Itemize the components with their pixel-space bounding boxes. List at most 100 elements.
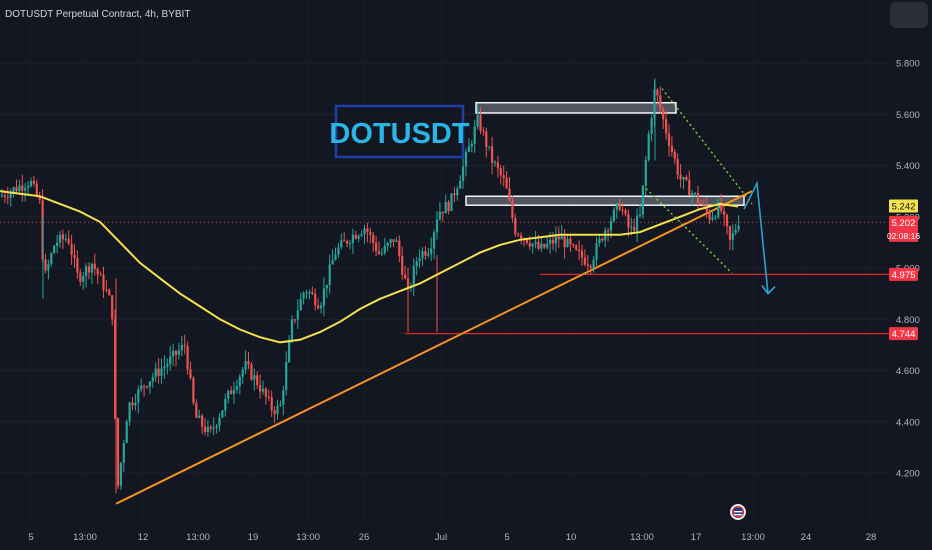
price-tick-label: 4.200 xyxy=(896,469,920,480)
candle-body xyxy=(93,263,96,269)
candle-body xyxy=(624,210,627,215)
candle-body xyxy=(230,390,233,395)
candle-body xyxy=(305,292,308,294)
time-tick-label: 19 xyxy=(248,532,259,543)
candle-body xyxy=(682,176,685,180)
candle-body xyxy=(688,179,691,196)
candle-body xyxy=(50,253,53,265)
candle-body xyxy=(441,211,444,214)
candle-body xyxy=(421,251,424,259)
candle-body xyxy=(224,398,227,411)
candle-body xyxy=(685,176,688,180)
candle-body xyxy=(392,239,395,242)
candle-body xyxy=(145,386,149,388)
candle-body xyxy=(618,203,621,210)
candle-body xyxy=(264,388,267,397)
candle-body xyxy=(9,191,12,198)
candle-body xyxy=(659,95,662,109)
candle-body xyxy=(296,310,299,320)
candle-body xyxy=(35,183,38,196)
price-tick-label: 4.400 xyxy=(896,417,920,428)
candle-body xyxy=(195,402,198,418)
candle-body xyxy=(488,146,491,148)
candle-body xyxy=(354,234,357,239)
candle-body xyxy=(676,158,679,175)
candle-body xyxy=(673,151,676,159)
candle-body xyxy=(360,234,363,236)
candle-body xyxy=(444,201,447,214)
candle-body xyxy=(601,238,604,241)
candle-body xyxy=(76,257,79,273)
candle-body xyxy=(218,417,221,426)
candle-body xyxy=(270,397,273,411)
candle-body xyxy=(534,241,537,244)
candle-body xyxy=(125,421,128,444)
candle-body xyxy=(531,243,534,247)
candle-body xyxy=(551,239,555,244)
candle-body xyxy=(499,168,502,176)
candle-body xyxy=(731,232,734,240)
candle-body xyxy=(470,143,473,147)
candle-body xyxy=(621,209,624,211)
candle-body xyxy=(322,288,325,306)
candle-body xyxy=(87,266,91,273)
candle-body xyxy=(348,242,352,244)
candle-body xyxy=(0,195,4,197)
candle-body xyxy=(29,180,33,186)
time-axis[interactable]: 5 13:00 12 13:00 19 13:00 26 Jul 5 10 13:00 17 13:00… xyxy=(28,532,876,543)
candle-body xyxy=(299,298,302,311)
candle-body xyxy=(517,234,520,236)
toolbar-button[interactable] xyxy=(890,2,928,28)
candle-body xyxy=(511,200,514,218)
candle-body xyxy=(160,368,163,376)
candle-body xyxy=(638,214,642,216)
candle-body xyxy=(569,238,572,245)
candle-body xyxy=(508,188,511,201)
candle-body xyxy=(238,376,241,387)
candle-body xyxy=(111,295,114,320)
time-tick-label: 12 xyxy=(138,532,149,543)
candle-body xyxy=(380,252,383,254)
candle-body xyxy=(56,242,59,246)
candle-body xyxy=(537,241,540,249)
candle-body xyxy=(285,361,288,391)
candle-body xyxy=(612,209,615,222)
candle-body xyxy=(691,193,694,196)
candle-body xyxy=(267,396,270,398)
candle-body xyxy=(514,217,517,235)
time-tick-label: 13:00 xyxy=(630,532,654,543)
time-tick-label: 13:00 xyxy=(741,532,765,543)
candle-body xyxy=(525,238,528,244)
candle-body xyxy=(670,145,673,152)
candle-body xyxy=(583,257,586,265)
candle-body xyxy=(723,211,726,215)
time-tick-label: 13:00 xyxy=(186,532,210,543)
candle-body xyxy=(647,133,650,160)
channel-line xyxy=(661,88,753,205)
candle-body xyxy=(203,426,207,433)
time-tick-label: 10 xyxy=(566,532,577,543)
candle-body xyxy=(473,126,476,144)
time-tick-label: 24 xyxy=(801,532,812,543)
time-tick-label: 5 xyxy=(28,532,33,543)
candle-body xyxy=(227,390,230,399)
candle-body xyxy=(128,402,131,422)
candle-body xyxy=(720,202,723,212)
candle-body xyxy=(372,234,375,243)
candle-body xyxy=(595,243,598,260)
candle-body xyxy=(232,390,236,395)
candles xyxy=(0,78,740,494)
candle-body xyxy=(64,238,67,240)
time-tick-label: 26 xyxy=(359,532,370,543)
time-tick-label: 17 xyxy=(691,532,702,543)
candle-body xyxy=(505,177,508,189)
price-label-box xyxy=(889,199,918,213)
candle-body xyxy=(435,219,439,233)
candle-body xyxy=(82,276,85,282)
flag-icon[interactable] xyxy=(730,504,746,520)
chart-header: DOTUSDT Perpetual Contract, 4h, BYBIT xyxy=(5,9,191,20)
candle-body xyxy=(70,243,73,255)
candle-body xyxy=(699,203,702,205)
projection-line xyxy=(743,180,769,294)
